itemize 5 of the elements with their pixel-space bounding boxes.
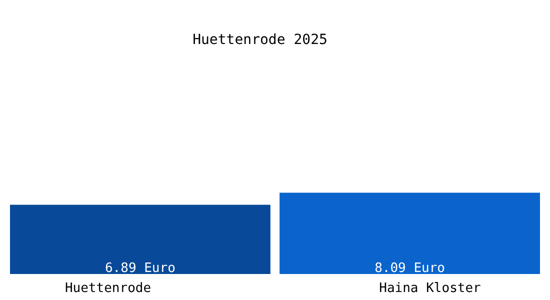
- x-tick-label: Huettenrode: [64, 281, 152, 296]
- data-label: 6.89 Euro: [104, 261, 176, 276]
- chart-title: Huettenrode 2025: [192, 32, 328, 48]
- data-label: 8.09 Euro: [374, 261, 446, 276]
- x-tick-label: Haina Kloster: [379, 281, 482, 296]
